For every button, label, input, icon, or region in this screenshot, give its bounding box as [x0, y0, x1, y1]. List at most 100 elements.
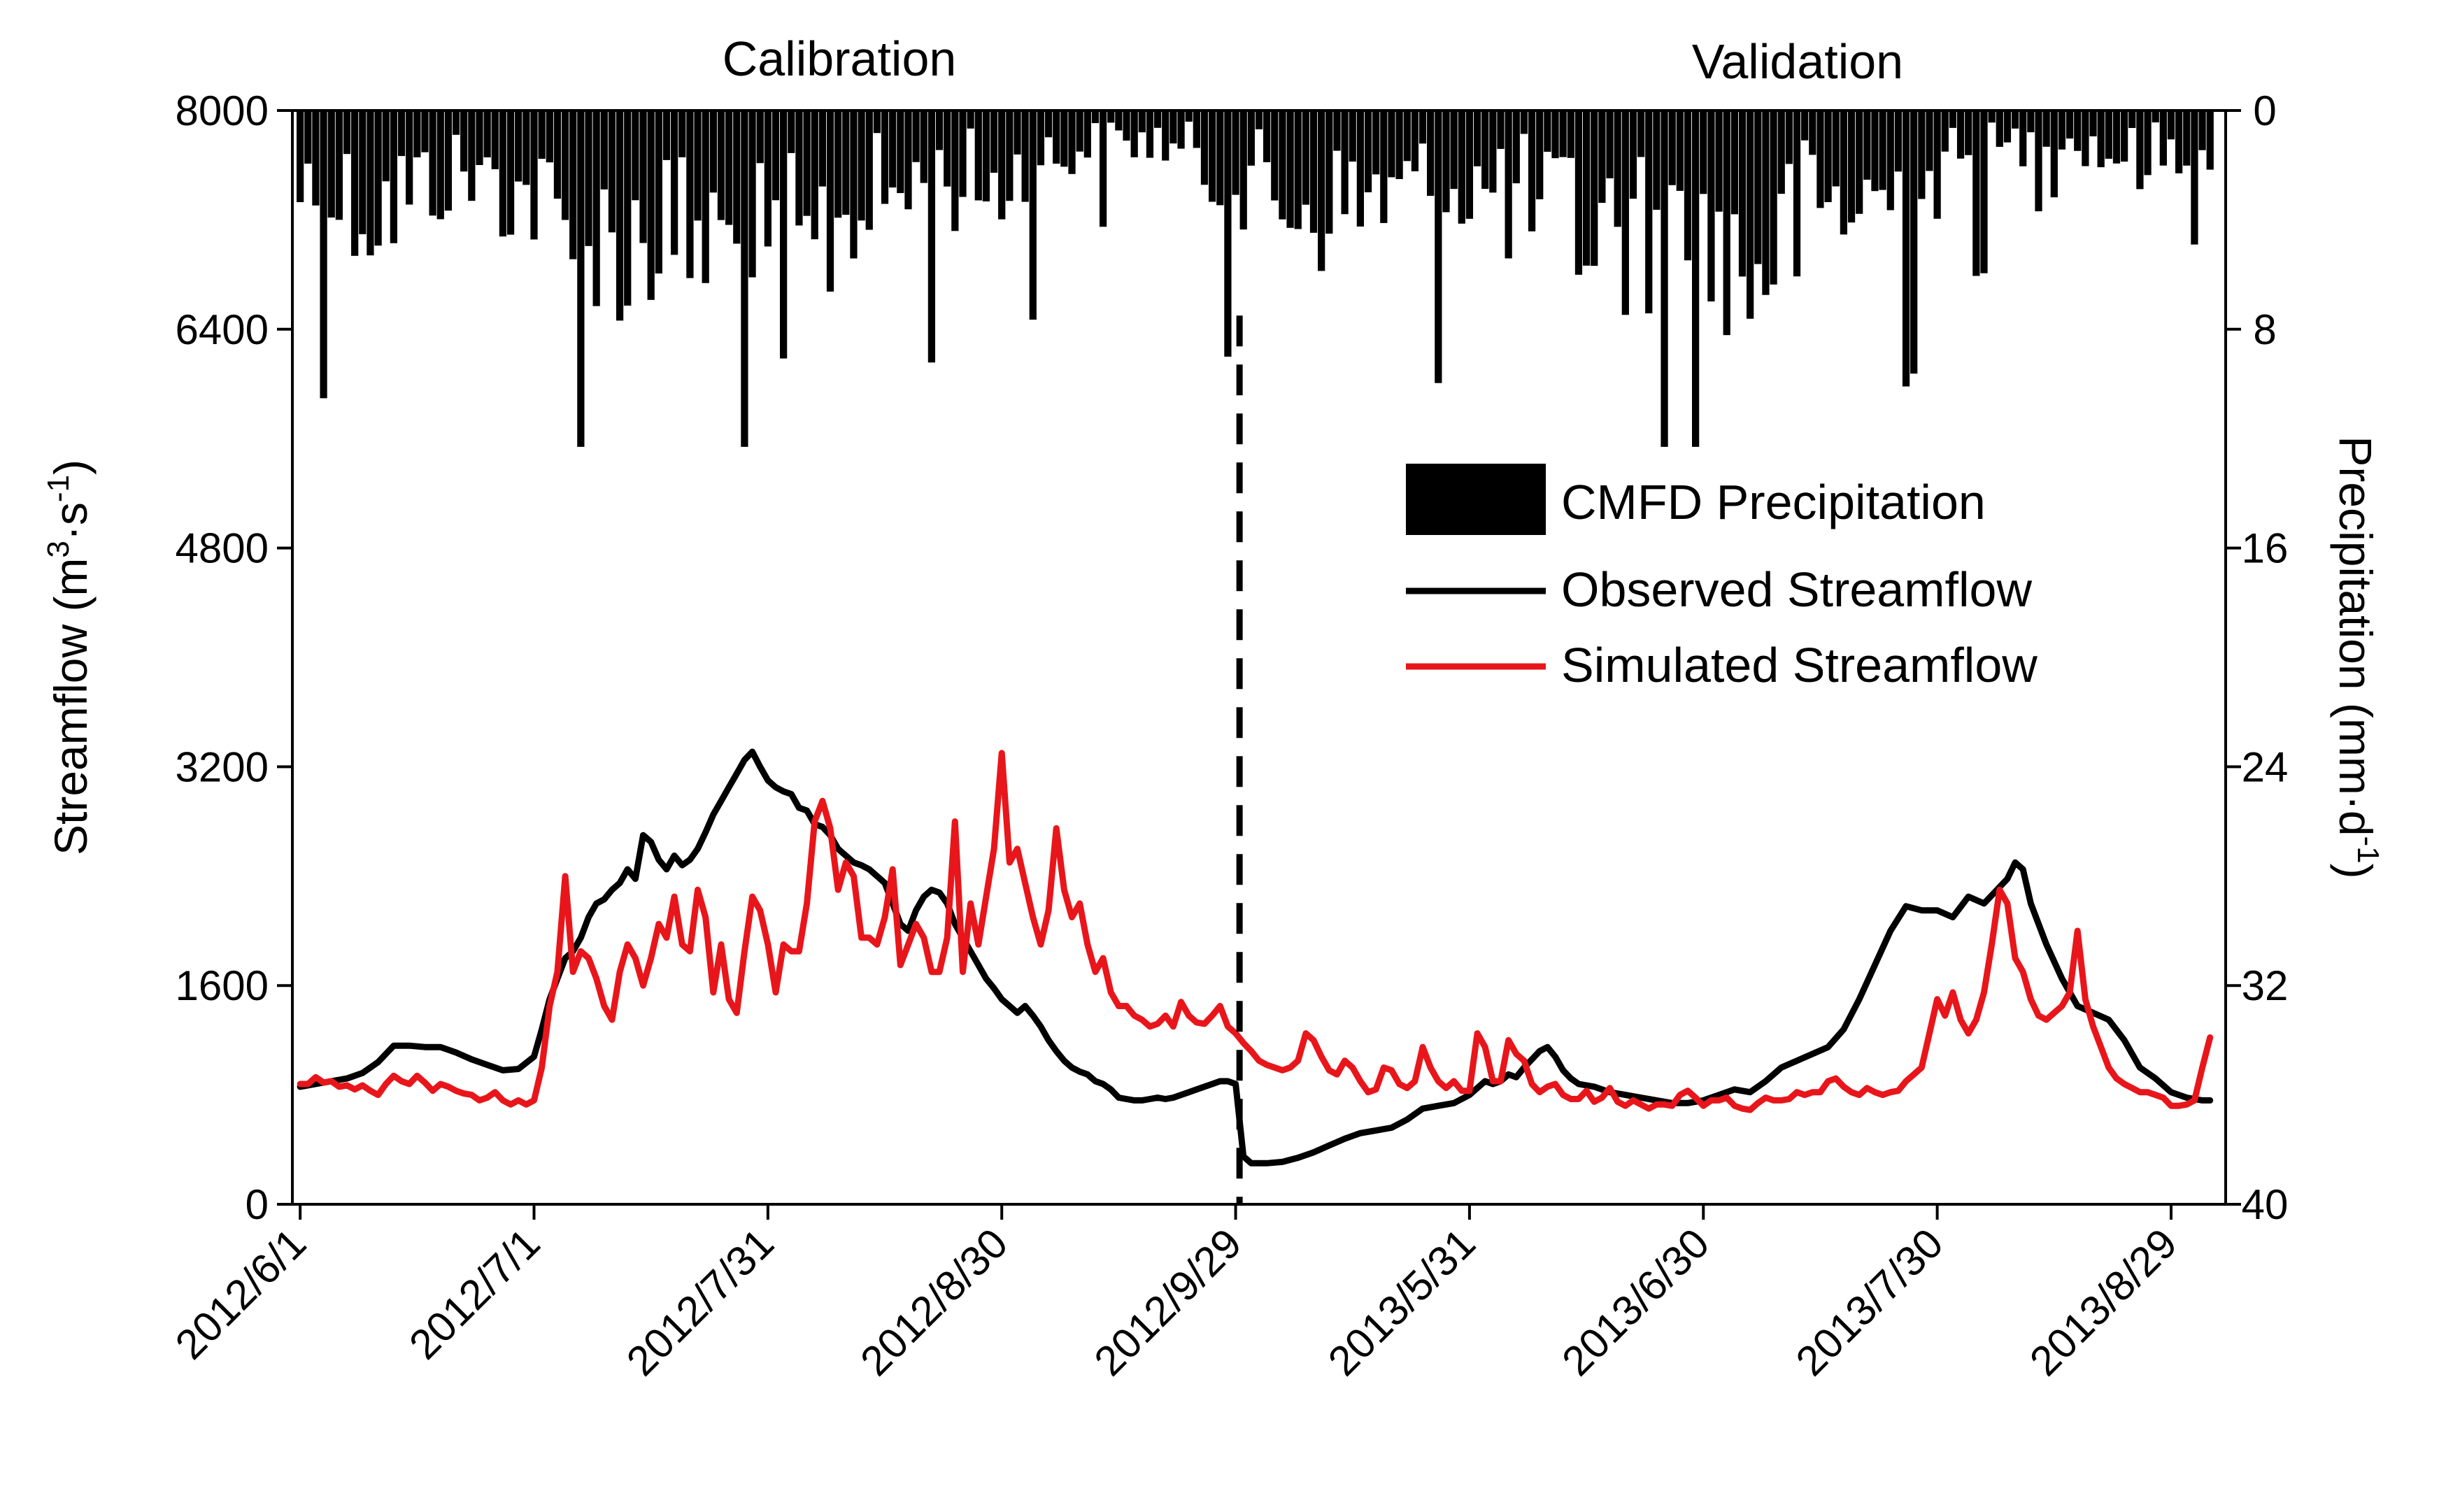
- precip-bar: [2074, 110, 2082, 151]
- precip-bar: [1816, 110, 1824, 208]
- right-axis: 0 8 16 24 32 40: [2226, 87, 2288, 1228]
- precip-bar: [1162, 110, 1169, 161]
- precip-bar: [1551, 110, 1559, 159]
- precip-bar: [1427, 110, 1435, 197]
- right-tick-label: 16: [2242, 525, 2289, 572]
- left-tick-label: 1600: [176, 962, 269, 1009]
- precip-bar: [1949, 110, 1957, 128]
- precip-bar: [1435, 110, 1442, 383]
- right-axis-title: Precipitation (mm·d-1): [2330, 436, 2385, 878]
- precip-bar: [1185, 110, 1193, 122]
- precip-bar: [2050, 110, 2058, 198]
- precip-bar: [600, 110, 608, 190]
- precip-bar: [1933, 110, 1941, 219]
- precip-bar: [1309, 110, 1318, 233]
- precip-bar: [756, 110, 764, 164]
- precip-bar: [1598, 110, 1606, 204]
- precip-bar: [1076, 110, 1083, 152]
- precip-bar: [1591, 110, 1598, 266]
- right-axis-title-end: ): [2330, 864, 2382, 879]
- precip-bar: [1099, 110, 1107, 227]
- precip-bar: [585, 110, 592, 246]
- precip-bar: [1863, 110, 1871, 180]
- precip-bar: [1037, 110, 1045, 166]
- precip-bar: [1980, 110, 1988, 273]
- left-tick-label: 8000: [176, 87, 269, 134]
- precip-bar: [1574, 110, 1583, 275]
- precip-bar: [483, 110, 491, 158]
- precip-bar: [803, 110, 811, 216]
- precip-bar: [2198, 110, 2206, 150]
- left-tick-label: 4800: [176, 525, 269, 572]
- left-tick-label: 3200: [176, 743, 269, 790]
- precip-bar: [717, 110, 725, 220]
- precip-bar: [2120, 110, 2128, 162]
- precip-bar: [912, 110, 920, 162]
- precip-bar: [1902, 110, 1910, 387]
- precip-bar: [312, 110, 320, 206]
- precip-bar: [1083, 110, 1091, 158]
- precip-bar: [694, 110, 702, 221]
- precip-bar: [1582, 110, 1591, 266]
- precip-bar: [1053, 110, 1060, 164]
- left-axis-title-mid: ·s: [45, 502, 97, 541]
- precip-bar: [2152, 110, 2159, 123]
- precip-bar: [1528, 110, 1536, 231]
- precip-bar: [2167, 110, 2175, 140]
- precip-bar: [842, 110, 850, 215]
- precip-bar: [748, 110, 756, 278]
- precip-bar: [1793, 110, 1801, 277]
- precip-bar: [1754, 110, 1762, 264]
- precip-bar: [2003, 110, 2012, 143]
- precip-bar: [686, 110, 694, 278]
- precip-bar: [624, 110, 632, 306]
- x-tick-label: 2013/7/30: [1787, 1220, 1952, 1385]
- precip-bar: [2175, 110, 2183, 173]
- simulated-streamflow-line: [297, 750, 2214, 1113]
- precip-bar: [1809, 110, 1816, 155]
- precip-bar: [506, 110, 515, 235]
- precip-bar: [577, 110, 585, 447]
- precip-bar: [1544, 110, 1551, 152]
- precip-bar: [1029, 110, 1037, 320]
- precip-bar: [990, 110, 998, 173]
- precip-bar: [1956, 110, 1965, 159]
- precip-bar: [522, 110, 530, 185]
- precip-bar: [499, 110, 507, 237]
- precip-bar: [1325, 110, 1333, 234]
- precip-bar: [1996, 110, 2003, 147]
- precip-bar: [1333, 110, 1341, 151]
- precipitation-bars: [297, 110, 2214, 447]
- precip-bar: [1014, 110, 1021, 155]
- precip-bar: [327, 110, 335, 218]
- precip-bar: [1388, 110, 1395, 178]
- precip-bar: [1770, 110, 1777, 285]
- precip-bar: [1824, 110, 1832, 203]
- precip-bar: [2011, 110, 2019, 129]
- precip-bar: [1661, 110, 1668, 447]
- precip-bar: [1497, 110, 1505, 149]
- precip-bar: [1153, 110, 1162, 128]
- plot-frame: [291, 109, 2227, 1206]
- precip-bar: [2128, 110, 2136, 128]
- precip-bar: [655, 110, 662, 274]
- precip-bar: [1372, 110, 1380, 175]
- precip-bar: [1801, 110, 1809, 141]
- precip-bar: [2183, 110, 2191, 166]
- precip-bar: [1349, 110, 1356, 162]
- precip-bar: [1856, 110, 1863, 214]
- right-tick-label: 8: [2253, 306, 2276, 353]
- precip-bar: [1894, 110, 1903, 172]
- precip-bar: [1886, 110, 1894, 211]
- precip-bar: [1520, 110, 1528, 134]
- precip-bar: [858, 110, 865, 221]
- precip-bar: [367, 110, 374, 256]
- precip-bar: [413, 110, 421, 158]
- precip-bar: [1286, 110, 1294, 228]
- precip-bar: [1965, 110, 1972, 155]
- precip-bar: [1723, 110, 1730, 336]
- precip-bar: [2035, 110, 2042, 212]
- precip-bar: [2089, 110, 2097, 136]
- precip-bar: [374, 110, 382, 246]
- precip-bar: [1832, 110, 1840, 187]
